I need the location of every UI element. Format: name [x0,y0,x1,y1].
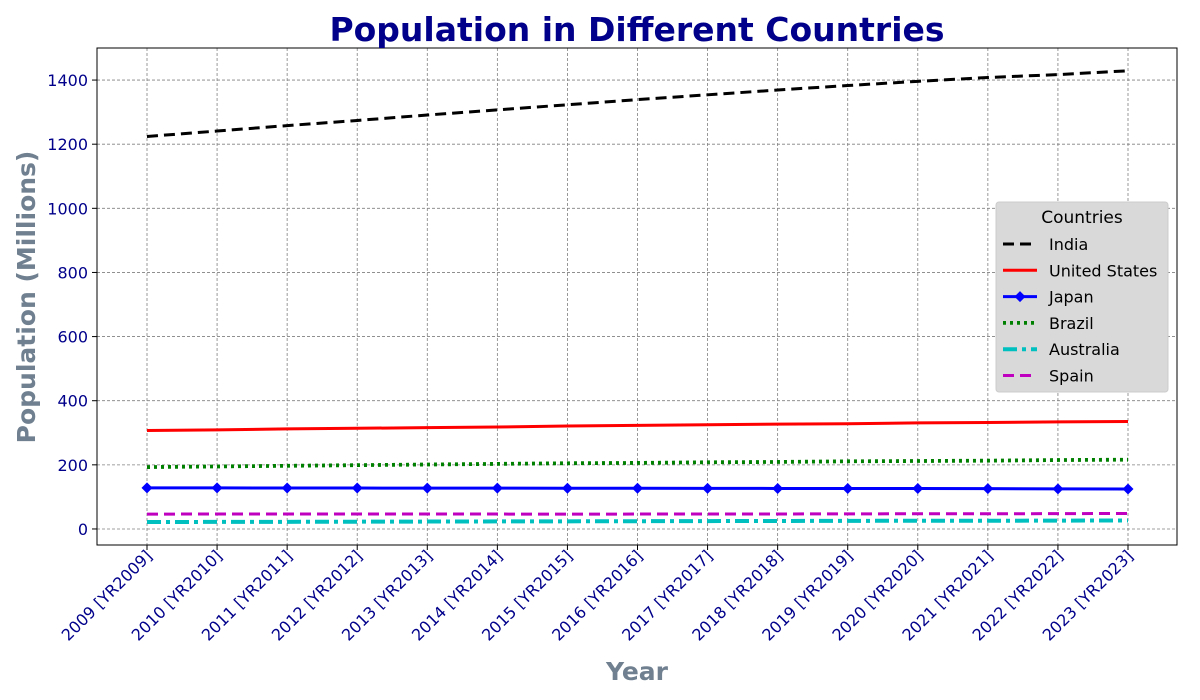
data-point-marker [561,482,573,494]
legend-item: Spain [1003,367,1094,386]
data-point-marker [281,482,293,494]
series-australia [146,518,1129,525]
series-line [146,457,1129,469]
legend-label: Spain [1049,367,1094,386]
series-line [146,69,1129,138]
series-united-states [146,420,1129,433]
y-tick-label: 400 [57,392,88,411]
legend-item: Australia [1003,340,1120,359]
data-point-marker [632,482,643,494]
legend-item: India [1003,235,1088,254]
legend-label: United States [1049,261,1157,280]
legend-item: United States [1003,261,1157,280]
data-point-marker [141,482,153,494]
data-point-marker [421,482,433,494]
legend-label: Brazil [1049,314,1094,333]
legend-item: Japan [1003,288,1094,307]
y-tick-label: 600 [57,328,88,347]
series-line [146,518,1129,525]
legend-label: India [1049,235,1088,254]
x-axis-label: Year [605,657,669,686]
data-point-marker [772,482,784,494]
legend-marker [1014,291,1026,303]
series-india [146,69,1129,138]
legend-title: Countries [1041,208,1123,228]
y-tick-label: 200 [57,456,88,475]
y-tick-label: 0 [78,520,88,539]
y-axis-label: Population (Millions) [12,151,41,444]
series-layer [141,69,1134,525]
data-point-marker [1122,483,1134,495]
series-spain [146,511,1129,516]
legend-label: Japan [1048,288,1094,307]
legend-items: India United States Japan Brazil Australia Sp… [1003,235,1157,386]
data-point-marker [982,483,994,495]
series-brazil [146,457,1129,469]
y-tick-label: 1000 [47,199,88,218]
data-point-marker [211,482,223,494]
data-point-marker [702,482,714,494]
data-point-marker [491,482,503,494]
data-point-marker [351,482,363,494]
data-point-marker [912,483,924,495]
legend-item: Brazil [1003,314,1094,333]
series-japan [141,482,1134,495]
y-tick-label: 1400 [47,71,88,90]
data-point-marker [1052,483,1064,495]
y-tick-label: 800 [57,263,88,282]
chart-title: Population in Different Countries [329,10,944,49]
x-axis-ticks: 2009 [YR2009]2010 [YR2010]2011 [YR2011]2… [58,545,1137,645]
legend: Countries India United States Japan Brazil A… [995,201,1169,393]
series-line [146,511,1129,516]
grid [97,48,1177,545]
legend-label: Australia [1049,340,1120,359]
data-point-marker [842,483,854,495]
y-axis-ticks: 0 200 400 600 800 1000 1200 1400 [47,71,97,539]
series-line [146,420,1129,433]
y-tick-label: 1200 [47,135,88,154]
legend-box [995,201,1169,393]
